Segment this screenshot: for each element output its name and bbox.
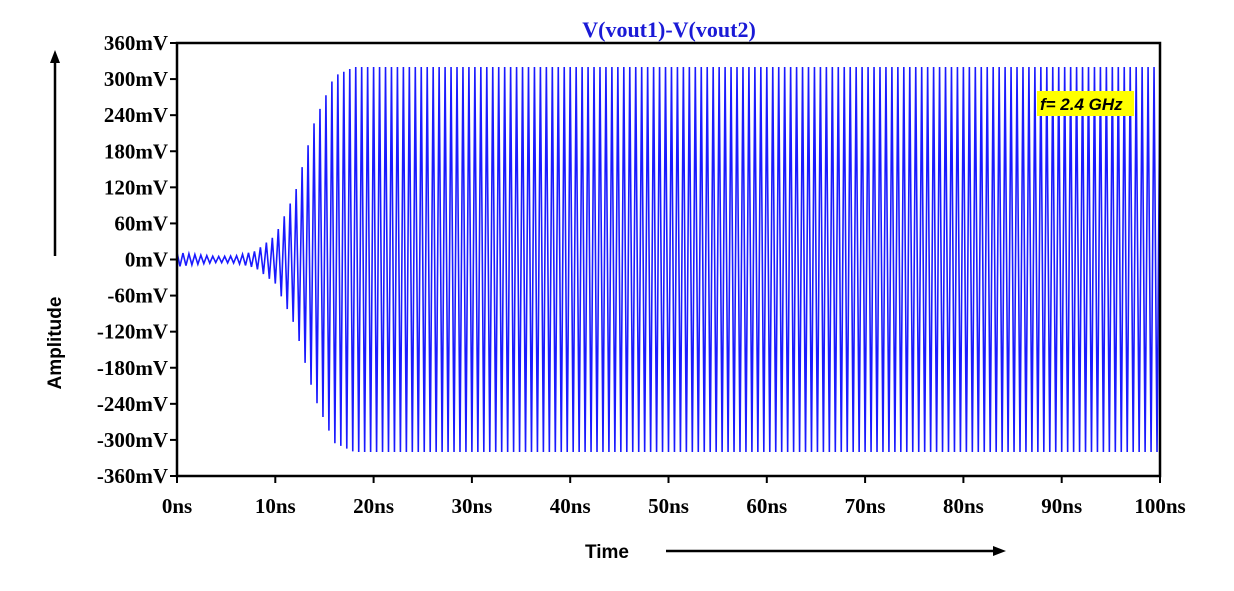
- y-axis: 360mV 300mV 240mV 180mV 120mV 60mV 0mV -60mV -12…: [97, 31, 177, 488]
- x-tick-label: 30ns: [451, 494, 492, 518]
- x-tick-label: 60ns: [746, 494, 787, 518]
- y-tick-label: 240mV: [104, 103, 168, 127]
- y-axis-arrow-head: [50, 50, 60, 63]
- y-tick-label: 300mV: [104, 67, 168, 91]
- x-axis: 0ns 10ns 20ns 30ns 40ns 50ns 60ns 70ns 80ns 90ns 1…: [162, 476, 1186, 518]
- y-axis-title: Amplitude: [45, 297, 66, 390]
- x-tick-label: 40ns: [550, 494, 591, 518]
- y-tick-label: -60mV: [107, 284, 168, 308]
- y-tick-label: 120mV: [104, 175, 168, 199]
- x-tick-label: 0ns: [162, 494, 192, 518]
- y-tick-label: -360mV: [97, 464, 168, 488]
- x-axis-arrow-head: [993, 546, 1006, 556]
- x-tick-label: 100ns: [1134, 494, 1185, 518]
- y-tick-label: 60mV: [114, 211, 168, 235]
- series-layer: [177, 67, 1160, 452]
- y-tick-label: -240mV: [97, 392, 168, 416]
- x-tick-label: 70ns: [845, 494, 886, 518]
- series-line: [177, 67, 1160, 452]
- y-tick-label: 360mV: [104, 31, 168, 55]
- x-tick-label: 10ns: [255, 494, 296, 518]
- annotation-background: [1037, 91, 1134, 116]
- x-tick-label: 80ns: [943, 494, 984, 518]
- annotation-text: f= 2.4 GHz: [1040, 95, 1123, 114]
- y-tick-label: -300mV: [97, 428, 168, 452]
- x-tick-label: 50ns: [648, 494, 689, 518]
- y-tick-label: -120mV: [97, 320, 168, 344]
- x-tick-label: 90ns: [1041, 494, 1082, 518]
- y-tick-label: 180mV: [104, 139, 168, 163]
- y-tick-label: -180mV: [97, 356, 168, 380]
- x-tick-label: 20ns: [353, 494, 394, 518]
- chart-title: V(vout1)-V(vout2): [582, 17, 756, 42]
- frequency-annotation: f= 2.4 GHz: [1037, 91, 1134, 116]
- x-axis-title: Time: [585, 542, 629, 563]
- y-tick-label: 0mV: [125, 248, 168, 272]
